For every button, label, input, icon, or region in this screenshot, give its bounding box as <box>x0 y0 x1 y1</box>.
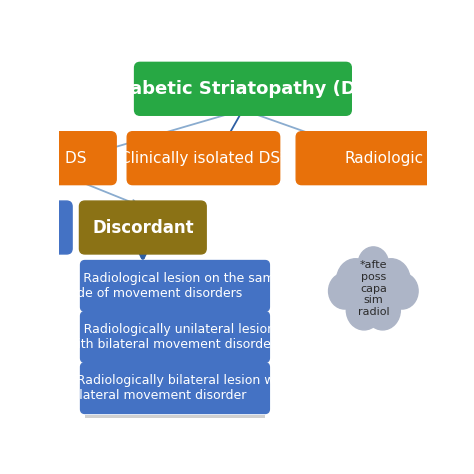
Text: f: f <box>46 220 51 235</box>
Text: Radiologic: Radiologic <box>345 151 424 165</box>
Bar <box>85 262 265 265</box>
Text: B. Radiologically unilateral lesion
with bilateral movement disorders: B. Radiologically unilateral lesion with… <box>67 323 283 351</box>
Ellipse shape <box>386 273 418 309</box>
FancyBboxPatch shape <box>81 363 269 413</box>
FancyBboxPatch shape <box>127 132 280 185</box>
Ellipse shape <box>358 247 389 281</box>
Text: : DS: : DS <box>55 151 86 165</box>
Text: *afte
poss
capa
sim
radiol: *afte poss capa sim radiol <box>357 260 389 317</box>
Text: Discordant: Discordant <box>92 219 194 237</box>
FancyBboxPatch shape <box>81 311 269 362</box>
Text: C. Radiologically bilateral lesion with
unilateral movement disorder: C. Radiologically bilateral lesion with … <box>60 374 291 402</box>
Ellipse shape <box>337 259 374 301</box>
FancyBboxPatch shape <box>296 132 473 185</box>
Ellipse shape <box>346 290 382 330</box>
Bar <box>85 313 265 316</box>
FancyBboxPatch shape <box>81 261 269 311</box>
Text: Clinically isolated DS*: Clinically isolated DS* <box>119 151 287 165</box>
Ellipse shape <box>365 290 401 330</box>
FancyBboxPatch shape <box>24 132 116 185</box>
FancyBboxPatch shape <box>135 63 351 115</box>
FancyBboxPatch shape <box>80 201 206 254</box>
Bar <box>85 415 265 418</box>
Ellipse shape <box>328 273 361 309</box>
Ellipse shape <box>347 259 400 318</box>
Ellipse shape <box>372 259 410 301</box>
Text: Diabetic Striatopathy (DS): Diabetic Striatopathy (DS) <box>109 80 377 98</box>
FancyBboxPatch shape <box>24 201 72 254</box>
Text: A. Radiological lesion on the same
side of movement disorders: A. Radiological lesion on the same side … <box>67 272 283 300</box>
Bar <box>85 364 265 367</box>
